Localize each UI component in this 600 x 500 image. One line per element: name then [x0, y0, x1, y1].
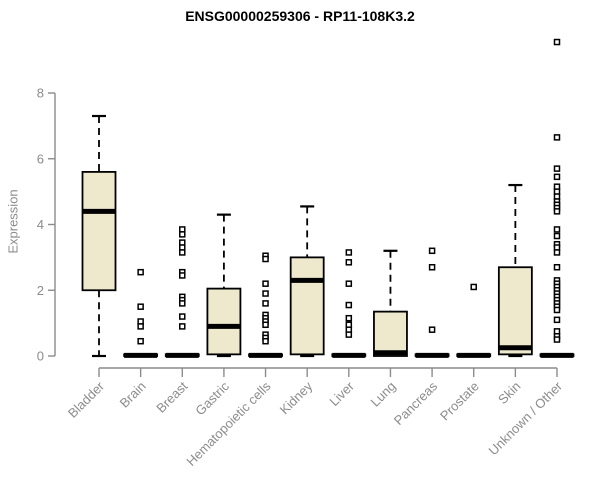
y-tick-label: 2	[37, 283, 44, 298]
box-gastric	[206, 213, 242, 358]
outlier-point	[553, 38, 561, 46]
outlier-point	[553, 165, 561, 172]
outlier-point	[345, 301, 353, 309]
box-skin	[497, 183, 533, 358]
x-tick-label-brain: Brain	[117, 379, 149, 411]
y-axis	[48, 92, 56, 357]
outlier-point	[262, 321, 269, 329]
outlier-point	[470, 283, 477, 291]
box-prostate	[456, 283, 492, 358]
iqr-box	[373, 310, 408, 357]
outlier-point	[428, 326, 436, 333]
x-tick-label-liver: Liver	[326, 378, 357, 409]
outlier-point	[137, 337, 144, 345]
x-tick-label-skin: Skin	[495, 379, 523, 407]
outlier-point	[553, 263, 561, 271]
outlier-point	[137, 268, 144, 276]
x-tick-label-gastric: Gastric	[192, 378, 232, 418]
box-bladder	[81, 114, 117, 358]
outlier-point	[428, 263, 436, 271]
outlier-point	[179, 249, 186, 256]
outlier-point	[553, 208, 561, 215]
outlier-point	[345, 249, 353, 256]
outlier-point	[262, 255, 269, 263]
chart-title: ENSG00000259306 - RP11-108K3.2	[185, 8, 415, 24]
outlier-point	[179, 300, 186, 307]
box-kidney	[289, 205, 325, 358]
outlier-point	[553, 316, 561, 324]
outlier-point	[553, 336, 561, 343]
x-tick-label-unknown-other: Unknown / Other	[486, 378, 566, 458]
x-tick-label-breast: Breast	[153, 378, 190, 415]
x-tick-label-pancreas: Pancreas	[391, 378, 441, 428]
y-tick-labels: 0 2 4 6 8	[37, 86, 44, 364]
outlier-point	[179, 323, 186, 330]
outlier-point	[553, 232, 561, 240]
outlier-point	[553, 173, 561, 181]
outlier-point	[262, 290, 269, 297]
y-tick-label: 0	[37, 349, 44, 364]
outlier-point	[553, 249, 561, 256]
box-liver	[331, 249, 367, 358]
box-brain	[123, 268, 159, 358]
box-breast	[164, 226, 200, 358]
outlier-point	[179, 231, 186, 238]
iqr-box	[206, 287, 242, 356]
box-pancreas	[414, 247, 450, 358]
outlier-point	[262, 300, 269, 307]
outlier-point	[345, 314, 353, 322]
x-axis	[98, 367, 558, 377]
outlier-point	[345, 280, 353, 287]
outlier-point	[179, 272, 186, 279]
outlier-point	[262, 337, 269, 345]
outlier-point	[179, 313, 186, 320]
outlier-point	[137, 303, 144, 310]
x-tick-label-kidney: Kidney	[277, 378, 316, 417]
y-tick-label: 8	[37, 86, 44, 101]
outlier-point	[262, 280, 269, 287]
x-tick-label-lung: Lung	[368, 379, 399, 410]
iqr-box	[81, 170, 117, 292]
outlier-point	[345, 331, 353, 338]
outlier-point	[345, 259, 353, 266]
box-lung	[373, 249, 408, 357]
y-tick-label: 6	[37, 151, 44, 166]
box-unknown-other	[539, 38, 575, 358]
x-tick-label-bladder: Bladder	[65, 378, 108, 421]
y-tick-label: 4	[37, 217, 44, 232]
outlier-point	[553, 306, 561, 314]
iqr-box	[289, 256, 325, 356]
outlier-point	[428, 247, 436, 255]
outlier-point	[137, 323, 144, 330]
box-hematopoietic-cells	[248, 252, 283, 358]
x-tick-label-prostate: Prostate	[437, 379, 482, 424]
outlier-point	[553, 134, 561, 141]
iqr-box	[497, 266, 533, 356]
outlier-point	[553, 226, 561, 233]
